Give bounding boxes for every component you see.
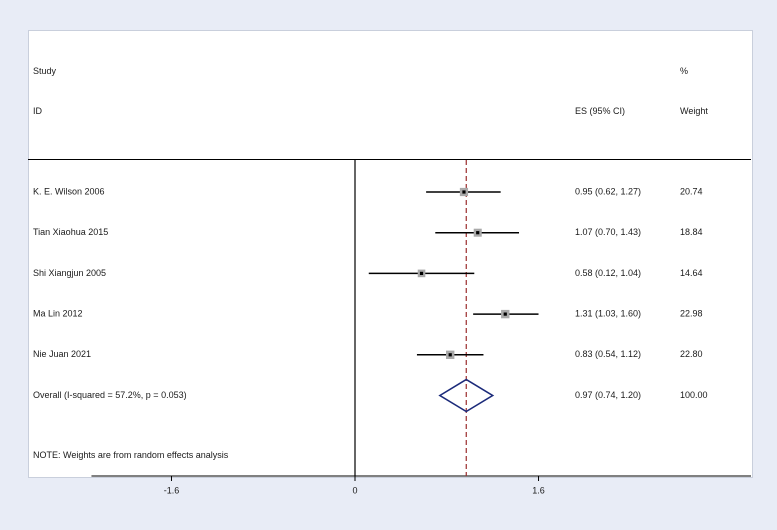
- plot-panel: [28, 30, 753, 478]
- study-effect-size-ci: 1.31 (1.03, 1.60): [575, 308, 641, 318]
- study-label: Shi Xiangjun 2005: [33, 268, 106, 278]
- study-effect-size-ci: 0.83 (0.54, 1.12): [575, 349, 641, 359]
- study-effect-size-ci: 1.07 (0.70, 1.43): [575, 227, 641, 237]
- study-weight: 22.80: [680, 349, 703, 359]
- study-weight: 22.98: [680, 308, 703, 318]
- overall-effect-size-ci: 0.97 (0.74, 1.20): [575, 390, 641, 400]
- study-point-estimate: [503, 312, 507, 316]
- x-tick-label: 1.6: [532, 485, 545, 495]
- study-label: Ma Lin 2012: [33, 308, 83, 318]
- x-tick-label: 0: [352, 485, 357, 495]
- footnote: NOTE: Weights are from random effects an…: [33, 450, 229, 460]
- study-point-estimate: [448, 353, 452, 357]
- study-weight: 20.74: [680, 186, 703, 196]
- overall-weight: 100.00: [680, 390, 708, 400]
- study-label: Nie Juan 2021: [33, 349, 91, 359]
- study-label: Tian Xiaohua 2015: [33, 227, 108, 237]
- header-study: Study: [33, 66, 57, 76]
- study-point-estimate: [419, 271, 424, 275]
- study-effect-size-ci: 0.58 (0.12, 1.04): [575, 268, 641, 278]
- overall-diamond: [438, 378, 495, 413]
- study-weight: 14.64: [680, 268, 703, 278]
- study-point-estimate: [462, 190, 466, 194]
- header-id: ID: [33, 106, 42, 116]
- study-weight: 18.84: [680, 227, 703, 237]
- study-point-estimate: [476, 231, 480, 235]
- header-weight-percent: %: [680, 66, 689, 76]
- study-effect-size-ci: 0.95 (0.62, 1.27): [575, 186, 641, 196]
- header-es: ES (95% CI): [575, 106, 626, 116]
- header-weight: Weight: [680, 106, 708, 116]
- x-tick-label: -1.6: [164, 485, 180, 495]
- overall-label: Overall (I-squared = 57.2%, p = 0.053): [33, 390, 187, 400]
- study-label: K. E. Wilson 2006: [33, 186, 105, 196]
